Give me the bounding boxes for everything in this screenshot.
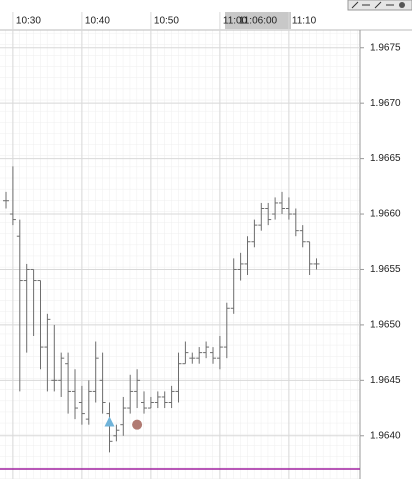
tool-icon[interactable] — [351, 1, 359, 9]
y-tick-label: 1.9660 — [370, 209, 401, 220]
y-tick-label: 1.9655 — [370, 264, 401, 275]
trade-marker — [104, 416, 115, 427]
y-tick-label: 1.9675 — [370, 42, 401, 53]
x-tick-label: 10:40 — [85, 16, 110, 27]
y-tick-label: 1.9645 — [370, 375, 401, 386]
tool-icon[interactable] — [399, 2, 405, 8]
toolbar[interactable] — [347, 0, 412, 11]
y-tick-label: 1.9650 — [370, 320, 401, 331]
trade-marker — [132, 419, 143, 430]
x-tick-label: 11:00 — [223, 16, 248, 27]
y-tick-label: 1.9665 — [370, 153, 401, 164]
crosshair-label-bg — [225, 12, 291, 29]
tool-icon[interactable] — [374, 1, 382, 9]
minor-grid — [0, 30, 360, 479]
crosshair-label: 11:06:00 — [239, 16, 278, 27]
x-tick-label: 10:30 — [16, 16, 41, 27]
x-tick-label: 10:50 — [154, 16, 179, 27]
y-tick-label: 1.9640 — [370, 430, 401, 441]
toolbar-bg — [347, 0, 412, 11]
y-tick-label: 1.9670 — [370, 98, 401, 109]
x-tick-label: 11:10 — [292, 16, 317, 27]
